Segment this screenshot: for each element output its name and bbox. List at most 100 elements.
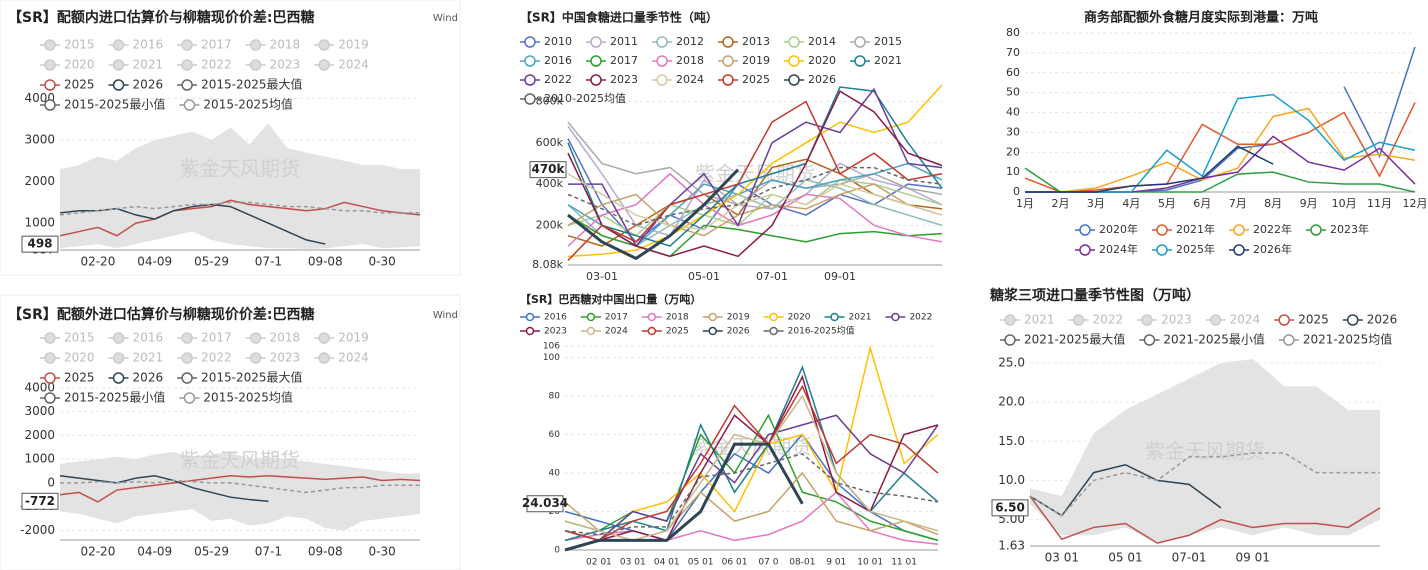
legend-marker [524, 74, 536, 86]
series-line [567, 166, 943, 227]
y-tick-label: 70 [1006, 46, 1020, 59]
y-tick-label: 4000 [24, 380, 55, 394]
legend-marker [112, 332, 125, 344]
legend-label: 2020 [64, 351, 95, 365]
series-line [1025, 93, 1416, 193]
y-tick-label: 10 [1006, 165, 1020, 178]
series-line [568, 87, 943, 248]
legend-label: 2015-2025均值 [203, 390, 292, 405]
legend-label: 2021-2025均值 [1303, 332, 1392, 347]
series-line [1024, 102, 1416, 193]
y-tick-label: 40 [549, 469, 561, 479]
legend-marker [44, 39, 56, 51]
series-line [564, 365, 939, 542]
x-tick-label: 7月 [1229, 197, 1247, 210]
range-band [60, 509, 420, 540]
legend-label: 2021 [133, 351, 164, 365]
x-tick-label: 2月 [1051, 197, 1069, 210]
x-tick-label: 05 01 [1108, 551, 1142, 565]
legend-marker [181, 332, 193, 344]
range-band [1030, 359, 1380, 546]
legend-label: 2021 [849, 313, 872, 323]
x-tick-label: 0-30 [368, 545, 395, 559]
legend-label: 2023 [1161, 313, 1192, 327]
watermark: 紫金天风期货 [695, 162, 815, 186]
legend-marker [1141, 314, 1153, 326]
x-tick-label: 05 01 [688, 558, 714, 568]
legend-label: 2018 [666, 313, 689, 323]
y-tick-label: 2000 [24, 174, 55, 188]
legend-marker [181, 352, 193, 364]
series-line [567, 214, 943, 258]
series-line [567, 125, 943, 237]
legend-label: 2010 [544, 35, 572, 48]
legend-marker [1004, 334, 1016, 346]
chart-panel: 【SR】配额外进口估算价与柳糖现价价差:巴西糖Wind-2000-1000010… [0, 294, 461, 570]
current-value-label: 6.50 [995, 500, 1025, 514]
legend-label: 2026 [727, 327, 750, 337]
legend-marker [1310, 224, 1322, 236]
legend-label: 2024 [338, 351, 369, 365]
legend-label: 2022 [201, 58, 232, 72]
y-tick-label: 1.63 [998, 539, 1025, 553]
legend-marker [112, 352, 125, 364]
legend-label: 2024 [1230, 313, 1261, 327]
legend-label: 2016 [133, 331, 164, 345]
legend-label: 2026年 [1253, 242, 1292, 256]
legend-label: 2022 [1093, 313, 1124, 327]
legend-label: 2022 [201, 351, 232, 365]
legend-marker [708, 312, 717, 322]
series-line [564, 433, 939, 542]
y-tick-label: 1000 [24, 216, 55, 230]
legend-label: 2019 [727, 313, 750, 323]
legend-marker [854, 55, 866, 67]
x-tick-label: 07-01 [756, 270, 788, 283]
x-tick-label: 9月 [1300, 197, 1318, 210]
current-value-box [526, 495, 564, 513]
y-tick-label: 1000 [24, 452, 55, 466]
x-tick-label: 07-1 [255, 255, 282, 269]
legend-label: 2022 [544, 73, 572, 86]
legend-marker [788, 36, 800, 48]
chart-panel: 糖浆三项进口量季节性图（万吨）1.635.0010.015.020.025.00… [990, 287, 1397, 565]
legend-label: 2021 [1024, 313, 1055, 327]
legend-marker [1143, 334, 1156, 346]
y-tick-label: 2000 [24, 428, 55, 442]
legend-label: 2023年 [1330, 222, 1369, 236]
legend-label: 2013 [742, 35, 770, 48]
x-tick-label: 6月 [1193, 197, 1211, 210]
series-line [59, 201, 420, 216]
legend-label: 2021年 [1176, 222, 1215, 236]
legend-marker [318, 332, 330, 344]
legend-label: 2015 [64, 331, 95, 345]
legend-label: 2016 [133, 38, 164, 52]
legend-marker [1283, 334, 1295, 346]
legend-marker [524, 55, 536, 67]
legend-marker [722, 55, 734, 67]
series-line [59, 475, 421, 503]
legend-label: 2023 [270, 351, 301, 365]
current-value-box [991, 499, 1029, 517]
legend-marker [722, 36, 734, 48]
legend-marker [1079, 244, 1091, 256]
legend-marker [656, 55, 668, 67]
legend-marker [318, 352, 330, 364]
x-tick-label: 05-29 [194, 545, 229, 559]
series-line [60, 479, 420, 494]
legend-marker [44, 372, 56, 384]
x-tick-label: 11 01 [891, 558, 917, 568]
legend-marker [183, 99, 196, 111]
legend-marker [891, 312, 900, 322]
legend-label: 2024年 [1099, 242, 1138, 256]
legend-marker [318, 39, 330, 51]
legend-label: 2026 [808, 73, 836, 86]
legend-label: 2025年 [1176, 242, 1215, 256]
chart-title: 商务部配额外食糖月度实际到港量：万吨 [1084, 10, 1318, 26]
series-line [1025, 107, 1416, 193]
x-tick-label: 4月 [1122, 197, 1140, 210]
x-tick-label: 1月 [1016, 197, 1034, 210]
current-value-box [21, 235, 59, 253]
series-line [564, 452, 939, 536]
